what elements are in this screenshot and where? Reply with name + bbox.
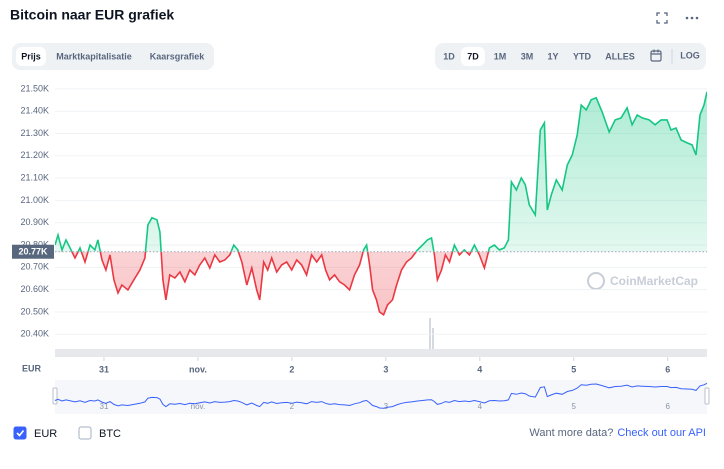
currency-label: EUR — [34, 428, 57, 440]
x-tick-label: 5 — [571, 364, 576, 374]
tab[interactable]: Kaarsgrafiek — [150, 51, 206, 61]
range-button[interactable]: 1M — [494, 51, 507, 61]
tab-group — [12, 43, 214, 70]
more-data-prompt: Want more data? — [529, 427, 613, 439]
range-selected — [461, 47, 485, 66]
y-tick-label: 20.40K — [20, 329, 49, 339]
api-link[interactable]: Check out our API — [617, 427, 706, 439]
x-tick-label: 31 — [99, 364, 109, 374]
title: Bitcoin naar EUR grafiek — [10, 7, 174, 23]
area-below — [71, 251, 489, 315]
baseline-label: 20.77K — [18, 247, 48, 257]
navigator-handle[interactable] — [52, 387, 58, 405]
currency-label: BTC — [99, 428, 121, 440]
fullscreen-icon[interactable] — [656, 12, 668, 24]
currency-axis-label: EUR — [22, 363, 42, 373]
y-tick-label: 20.80K — [20, 239, 49, 249]
navigator-line — [54, 382, 708, 409]
navigator-tick-label: 5 — [572, 402, 577, 411]
y-tick-label: 21.30K — [20, 128, 49, 138]
watermark: CoinMarketCap — [587, 272, 698, 290]
y-tick-label: 21.20K — [20, 150, 49, 160]
volume-spike — [432, 328, 434, 349]
x-tick-label: 3 — [383, 364, 388, 374]
checkbox[interactable] — [13, 426, 27, 440]
range-group — [435, 43, 706, 70]
range-button[interactable]: ALLES — [605, 51, 635, 61]
y-tick-label: 21.50K — [20, 83, 49, 93]
y-tick-label: 21.00K — [20, 195, 49, 205]
navigator-handle[interactable] — [704, 387, 710, 405]
tab[interactable]: Marktkapitalisatie — [56, 51, 132, 61]
navigator-tick-label: 3 — [384, 402, 389, 411]
y-tick-label: 20.60K — [20, 284, 49, 294]
navigator-tick-label: nov. — [191, 402, 206, 411]
range-button[interactable]: 1Y — [547, 51, 558, 61]
y-tick-label: 20.90K — [20, 217, 49, 227]
range-button[interactable]: 7D — [467, 51, 479, 61]
range-button[interactable]: 1D — [443, 51, 455, 61]
navigator-tick-label: 2 — [290, 402, 295, 411]
range-button[interactable]: 3M — [521, 51, 534, 61]
checkmark — [16, 430, 25, 437]
watermark-text: CoinMarketCap — [610, 274, 698, 288]
x-tick-label: 2 — [289, 364, 294, 374]
price-line-below — [61, 251, 490, 317]
calendar-icon[interactable] — [650, 49, 662, 62]
navigator-tick-label: 4 — [478, 402, 483, 411]
volume-spike — [429, 318, 431, 349]
price-line-above — [55, 91, 707, 252]
checkbox[interactable] — [78, 426, 92, 440]
y-tick-label: 21.10K — [20, 173, 49, 183]
baseline-label-bg — [12, 244, 54, 259]
y-tick-label: 21.40K — [20, 106, 49, 116]
navigator-tick-label: 31 — [100, 402, 109, 411]
x-tick-label: 6 — [665, 364, 670, 374]
y-tick-label: 20.50K — [20, 306, 49, 316]
more-icon[interactable] — [685, 16, 699, 20]
navigator-tick-label: 6 — [665, 402, 670, 411]
log-button[interactable]: LOG — [680, 50, 700, 60]
x-tick-label: 4 — [477, 364, 482, 374]
volume-band — [55, 349, 707, 357]
range-button[interactable]: YTD — [573, 51, 592, 61]
tab-selected — [16, 47, 46, 66]
tab[interactable]: Prijs — [21, 51, 41, 61]
y-tick-label: 20.70K — [20, 262, 49, 272]
x-tick-label: nov. — [189, 364, 207, 374]
